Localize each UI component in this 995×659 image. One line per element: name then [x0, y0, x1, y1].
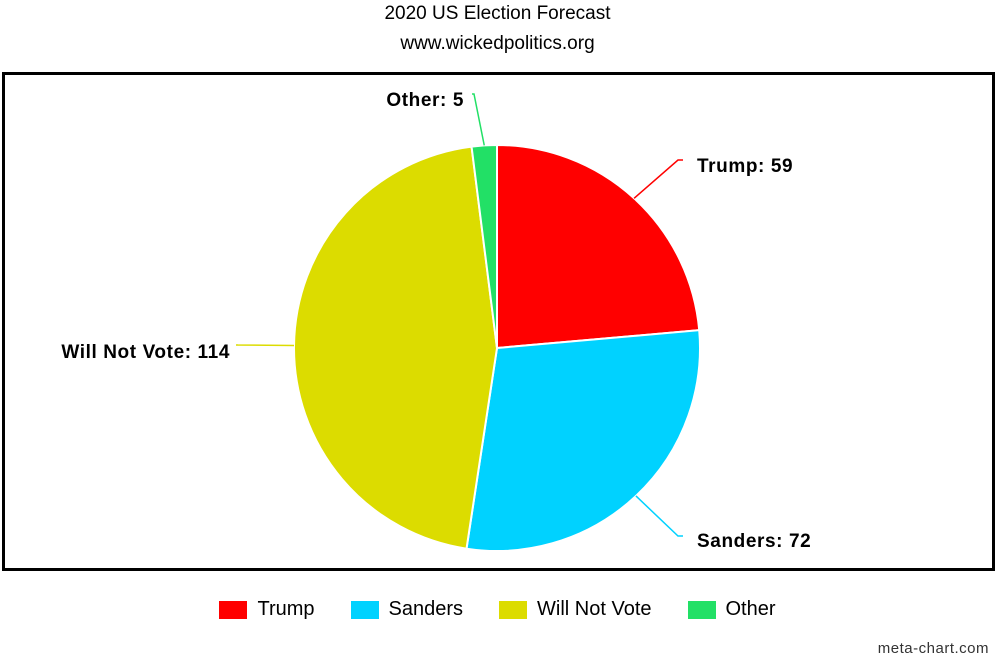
legend-item-sanders[interactable]: Sanders: [350, 598, 464, 621]
pie-slice-sanders[interactable]: [465, 329, 701, 552]
legend-label-sanders: Sanders: [388, 598, 464, 620]
credit-text[interactable]: meta-chart.com: [877, 640, 989, 657]
legend-item-will-not-vote[interactable]: Will Not Vote: [499, 598, 652, 621]
data-label-will-not-vote: Will Not Vote: 114: [61, 342, 230, 363]
legend-swatch-sanders: [350, 600, 379, 619]
label-connector-sanders: [635, 495, 683, 537]
pie-slices: [293, 143, 701, 552]
legend-item-other[interactable]: Other: [687, 598, 776, 621]
label-connector-trump: [633, 159, 683, 199]
chart-subtitle: www.wickedpolitics.org: [400, 33, 595, 54]
pie-slice-trump[interactable]: [496, 143, 701, 350]
data-label-sanders: Sanders: 72: [697, 531, 811, 552]
pie-labels: Trump: 59 Sanders: 72 Will Not Vote: 114 Ot…: [61, 90, 811, 552]
legend-label-will-not-vote: Will Not Vote: [537, 598, 652, 620]
label-connector-other: [472, 93, 485, 146]
legend: Trump Sanders Will Not Vote Other: [0, 598, 995, 621]
chart-title: 2020 US Election Forecast: [384, 3, 611, 24]
pie-slice-will-not-vote[interactable]: [293, 145, 499, 550]
legend-label-trump: Trump: [257, 598, 315, 620]
legend-swatch-other: [687, 600, 716, 619]
legend-swatch-trump: [219, 600, 248, 619]
legend-item-trump[interactable]: Trump: [219, 598, 315, 621]
legend-swatch-will-not-vote: [499, 600, 528, 619]
pie-slice-other[interactable]: [470, 143, 498, 349]
data-label-other: Other: 5: [386, 90, 464, 111]
legend-label-other: Other: [725, 598, 776, 620]
data-label-trump: Trump: 59: [697, 156, 793, 177]
